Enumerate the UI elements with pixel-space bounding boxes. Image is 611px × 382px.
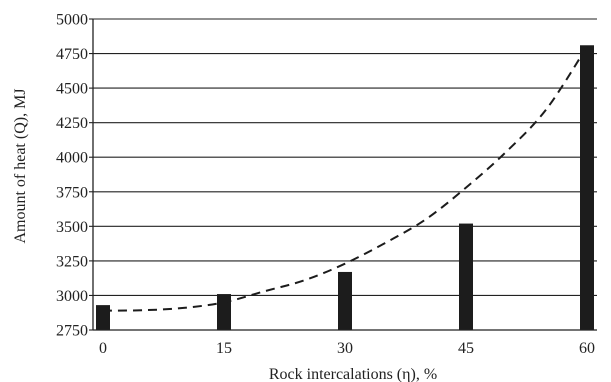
bar (459, 223, 473, 330)
x-tick-label: 0 (99, 340, 107, 357)
x-axis-title: Rock intercalations (η), % (269, 366, 437, 382)
trend-line (102, 46, 588, 312)
y-axis-title: Amount of heat (Q), MJ (12, 88, 29, 243)
y-tick-label: 4750 (56, 46, 88, 63)
bars (96, 45, 594, 331)
y-tick-label: 3000 (56, 288, 88, 305)
bar (338, 271, 352, 330)
bar (580, 45, 594, 331)
x-tick-labels: 0 15 30 45 60 (99, 340, 595, 357)
bar (96, 305, 110, 330)
y-tick-label: 3750 (56, 184, 88, 201)
y-tick-label: 3250 (56, 253, 88, 270)
x-tick-label: 45 (458, 340, 474, 357)
y-tick-label: 4250 (56, 115, 88, 132)
trend-line-group (102, 46, 588, 312)
x-tick-label: 30 (337, 340, 353, 357)
y-tick-label: 3500 (56, 219, 88, 236)
y-tick-label: 4500 (56, 81, 88, 98)
y-tick-labels: 2750 3000 3250 3500 3750 4000 4250 4500 4750 5000 (56, 12, 88, 340)
axes (89, 18, 597, 331)
y-tick-label: 2750 (56, 323, 88, 340)
grid-lines (93, 18, 597, 331)
y-tick-label: 5000 (56, 12, 88, 29)
x-tick-label: 15 (216, 340, 232, 357)
y-tick-label: 4000 (56, 150, 88, 167)
x-tick-label: 60 (579, 340, 595, 357)
bar (217, 294, 231, 330)
